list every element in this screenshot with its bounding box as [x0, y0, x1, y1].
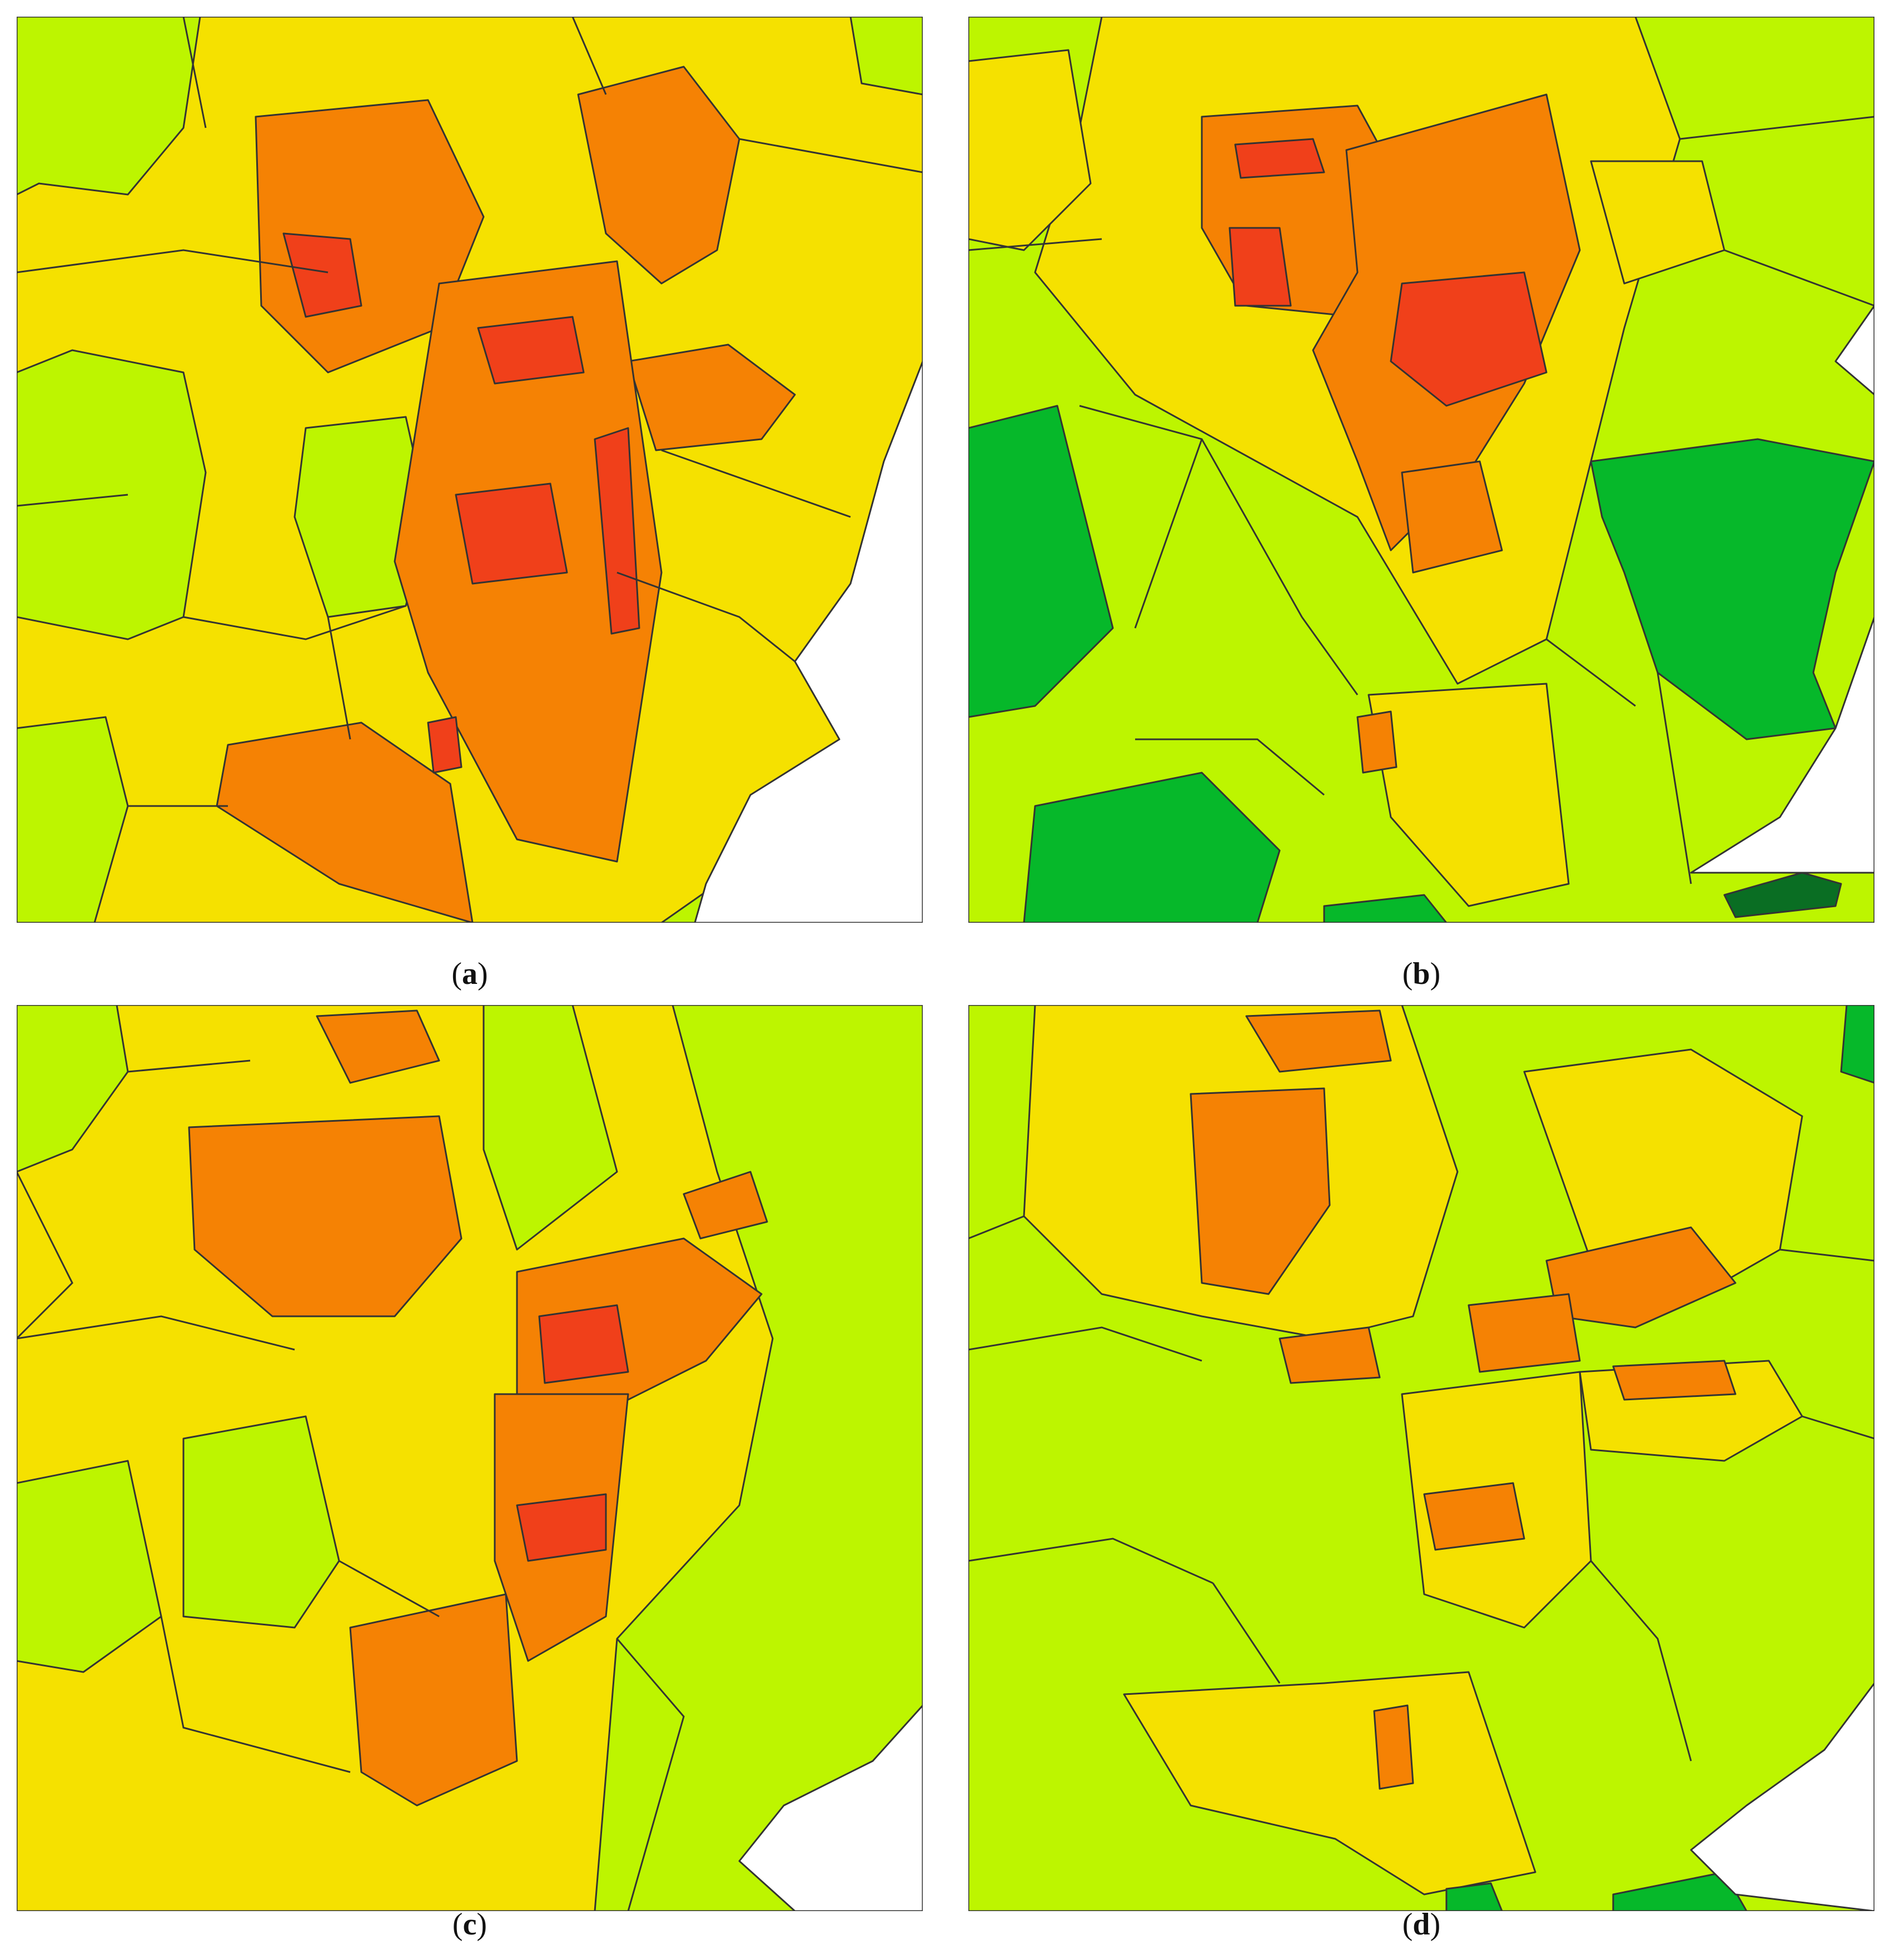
region-north-red-2 [1234, 138, 1325, 179]
region-west [17, 17, 201, 196]
region-central-west-green [182, 1415, 340, 1629]
caption-c: (c) [452, 1907, 488, 1942]
region-central-red-2 [455, 482, 568, 585]
region-east-small-orange [1612, 1360, 1737, 1401]
region-southwest-orange [349, 1593, 518, 1807]
boundary-lines [968, 116, 1874, 884]
region-west-green [968, 405, 1114, 718]
region-north-orange [1190, 1087, 1331, 1295]
region-central-south-orange [1423, 1482, 1525, 1551]
region-north-orange [188, 1115, 462, 1317]
region-west-green [17, 1005, 129, 1173]
water-body [738, 1704, 923, 1911]
region-northwest-yellow [968, 49, 1092, 251]
region-south-orange [1373, 1704, 1414, 1790]
region-southwest-green [17, 1460, 162, 1673]
region-east-small-orange [683, 1171, 768, 1240]
region-south-orange [1356, 710, 1397, 774]
boundary-lines [968, 1215, 1874, 1762]
map-panel-a [17, 17, 923, 923]
region-north-green [483, 1005, 618, 1251]
region-northeast [849, 17, 923, 96]
region-northeast-orange [577, 66, 740, 285]
region-central-red [477, 316, 585, 385]
map-panel-c [17, 1005, 923, 1911]
region-north-red [1228, 227, 1292, 307]
region-south-green [1323, 894, 1448, 923]
map-panel-b [968, 17, 1874, 923]
region-south-green [1445, 1882, 1503, 1911]
region-west-2 [17, 349, 207, 640]
choropleth-map-b [968, 17, 1874, 923]
map-panel-d [968, 1005, 1874, 1911]
region-north-red [282, 232, 362, 318]
caption-a: (a) [451, 957, 488, 991]
choropleth-map-d [968, 1005, 1874, 1911]
caption-d: (d) [1402, 1907, 1441, 1942]
region-south-red [427, 716, 462, 774]
region-northeast-green [1840, 1005, 1874, 1084]
choropleth-map-a [17, 17, 923, 923]
region-central-orange [1468, 1293, 1581, 1373]
region-southeast-dark-green [1723, 872, 1842, 918]
region-south-yellow [1123, 1671, 1536, 1896]
boundary-lines [17, 1059, 685, 1911]
boundary-lines [17, 17, 923, 807]
water-body [1690, 305, 1874, 874]
region-central-red [1390, 271, 1548, 407]
region-north-small-orange [1245, 1009, 1392, 1073]
region-central-red [538, 1304, 629, 1384]
region-north-small-orange [316, 1009, 440, 1084]
region-southwest [17, 716, 129, 923]
region-east-orange [627, 344, 796, 451]
region-west-orange [1279, 1326, 1381, 1384]
region-south-central-orange [1401, 460, 1503, 574]
water-body [1690, 1682, 1874, 1911]
region-southwest-green [1023, 772, 1281, 923]
region-south-red [516, 1493, 607, 1562]
region-south-yellow [1367, 683, 1570, 907]
caption-b: (b) [1402, 957, 1441, 991]
water-body [694, 360, 923, 923]
region-corridor-red [594, 427, 640, 635]
region-southeast-green [1612, 1871, 1748, 1911]
choropleth-map-c [17, 1005, 923, 1911]
